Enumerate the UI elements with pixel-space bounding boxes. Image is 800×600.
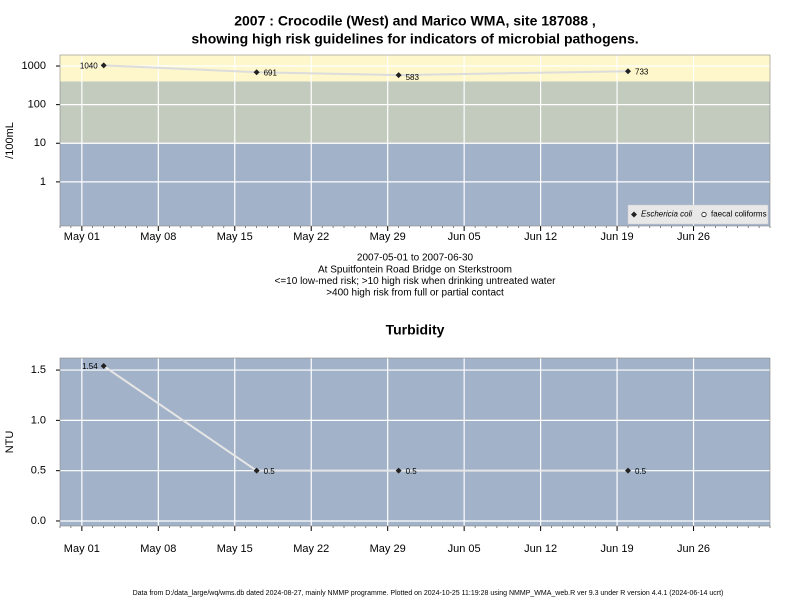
x-tick-label: May 08 <box>140 231 176 243</box>
x-tick-label: May 22 <box>293 543 329 555</box>
legend-marker <box>701 211 707 218</box>
data-label: 733 <box>635 67 649 76</box>
data-label: 691 <box>264 68 278 77</box>
marker <box>100 62 107 69</box>
legend-marker <box>631 211 637 218</box>
data-label: 583 <box>406 73 420 82</box>
x-tick-label: May 08 <box>140 543 176 555</box>
marker <box>395 467 402 474</box>
y-tick-label: 1.0 <box>31 414 46 426</box>
note: 2007-05-01 to 2007-06-30 <box>357 253 474 264</box>
x-tick-label: May 29 <box>370 543 406 555</box>
plot-frame <box>59 357 771 527</box>
data-label: 0.5 <box>264 467 276 476</box>
x-tick-label: Jun 19 <box>601 543 634 555</box>
series-line <box>103 365 628 472</box>
y-tick-label: 10 <box>34 137 46 149</box>
data-label: 1040 <box>80 61 98 70</box>
footer: Data from D:/data_large/wq/wms.db dated … <box>133 590 724 597</box>
x-tick-label: May 15 <box>217 543 253 555</box>
x-tick-label: Jun 19 <box>601 231 634 243</box>
marker <box>625 68 631 75</box>
y-tick-label: 100 <box>28 99 46 111</box>
x-tick-label: Jun 05 <box>448 231 481 243</box>
marker <box>100 363 107 370</box>
marker <box>253 69 260 76</box>
y-tick-label: 1000 <box>22 60 46 72</box>
x-tick-label: May 01 <box>64 543 100 555</box>
x-tick-label: May 22 <box>293 231 329 243</box>
marker <box>625 467 631 474</box>
chart-title: 2007 : Crocodile (West) and Marico WMA, … <box>234 13 596 29</box>
x-tick-label: Jun 26 <box>677 543 710 555</box>
x-tick-label: Jun 26 <box>677 231 710 243</box>
x-tick-label: Jun 05 <box>448 543 481 555</box>
x-tick-label: May 15 <box>217 231 253 243</box>
marker <box>395 72 402 79</box>
legend-label: Eschericia coli <box>641 210 692 219</box>
x-tick-label: Jun 12 <box>524 231 557 243</box>
risk-band <box>60 81 770 144</box>
x-tick-label: May 01 <box>64 231 100 243</box>
note: >400 high risk from full or partial cont… <box>326 288 504 299</box>
plot-background <box>60 358 770 526</box>
x-tick-label: May 29 <box>370 231 406 243</box>
legend-label: faecal coliforms <box>711 210 767 219</box>
chart-title: showing high risk guidelines for indicat… <box>191 31 638 47</box>
y-axis-label: /100mL <box>4 122 16 159</box>
y-tick-label: 1 <box>40 176 46 188</box>
plot-frame <box>59 54 771 227</box>
chart-title: Turbidity <box>386 322 445 338</box>
y-tick-label: 0.5 <box>31 465 46 477</box>
data-label: 0.5 <box>406 467 418 476</box>
x-tick-label: Jun 12 <box>524 543 557 555</box>
series-line <box>103 64 629 77</box>
y-tick-label: 0.0 <box>31 515 46 527</box>
note: <=10 low-med risk; >10 high risk when dr… <box>275 276 557 287</box>
marker <box>253 467 260 474</box>
y-axis-label: NTU <box>4 431 16 454</box>
data-label: 1.54 <box>82 362 98 371</box>
data-label: 0.5 <box>635 467 647 476</box>
note: At Spuitfontein Road Bridge on Sterkstro… <box>318 264 512 275</box>
legend-box <box>627 204 769 225</box>
y-tick-label: 1.5 <box>31 364 46 376</box>
